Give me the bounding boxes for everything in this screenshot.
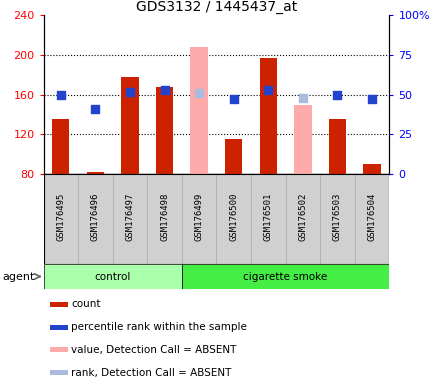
Point bbox=[57, 92, 64, 98]
Bar bbox=[78, 174, 112, 264]
Bar bbox=[181, 174, 216, 264]
Text: GSM176495: GSM176495 bbox=[56, 193, 65, 242]
Bar bbox=[43, 264, 181, 289]
Text: GSM176499: GSM176499 bbox=[194, 193, 203, 242]
Point bbox=[230, 96, 237, 103]
Bar bbox=[50, 302, 67, 307]
Point bbox=[92, 106, 99, 112]
Text: cigarette smoke: cigarette smoke bbox=[243, 271, 327, 281]
Text: percentile rank within the sample: percentile rank within the sample bbox=[71, 322, 247, 332]
Text: rank, Detection Call = ABSENT: rank, Detection Call = ABSENT bbox=[71, 367, 231, 377]
Point bbox=[264, 87, 271, 93]
Bar bbox=[216, 174, 250, 264]
Point bbox=[161, 87, 168, 93]
Bar bbox=[50, 370, 67, 375]
Bar bbox=[50, 324, 67, 329]
Point bbox=[368, 96, 375, 103]
Text: control: control bbox=[94, 271, 131, 281]
Bar bbox=[328, 119, 345, 174]
Text: GSM176497: GSM176497 bbox=[125, 193, 134, 242]
Bar bbox=[224, 139, 242, 174]
Point bbox=[126, 88, 133, 94]
Text: GSM176503: GSM176503 bbox=[332, 193, 341, 242]
Text: GSM176500: GSM176500 bbox=[229, 193, 238, 242]
Text: GSM176501: GSM176501 bbox=[263, 193, 272, 242]
Bar bbox=[52, 119, 69, 174]
Point bbox=[333, 92, 340, 98]
Bar bbox=[50, 347, 67, 353]
Bar bbox=[250, 174, 285, 264]
Bar bbox=[190, 47, 207, 174]
Text: GSM176502: GSM176502 bbox=[298, 193, 307, 242]
Bar bbox=[155, 87, 173, 174]
Bar bbox=[293, 104, 311, 174]
Bar bbox=[86, 172, 104, 174]
Bar bbox=[43, 174, 78, 264]
Bar bbox=[319, 174, 354, 264]
Bar bbox=[285, 174, 319, 264]
Point bbox=[195, 90, 202, 96]
Text: count: count bbox=[71, 299, 101, 309]
Bar bbox=[147, 174, 181, 264]
Point bbox=[299, 95, 306, 101]
Title: GDS3132 / 1445437_at: GDS3132 / 1445437_at bbox=[135, 0, 296, 14]
Bar bbox=[112, 174, 147, 264]
Text: agent: agent bbox=[2, 271, 34, 281]
Text: GSM176496: GSM176496 bbox=[91, 193, 100, 242]
Bar bbox=[354, 174, 388, 264]
Text: GSM176498: GSM176498 bbox=[160, 193, 169, 242]
Text: value, Detection Call = ABSENT: value, Detection Call = ABSENT bbox=[71, 345, 236, 355]
Bar bbox=[259, 58, 276, 174]
Text: GSM176504: GSM176504 bbox=[367, 193, 376, 242]
Bar bbox=[362, 164, 380, 174]
Bar bbox=[181, 264, 388, 289]
Bar bbox=[121, 77, 138, 174]
